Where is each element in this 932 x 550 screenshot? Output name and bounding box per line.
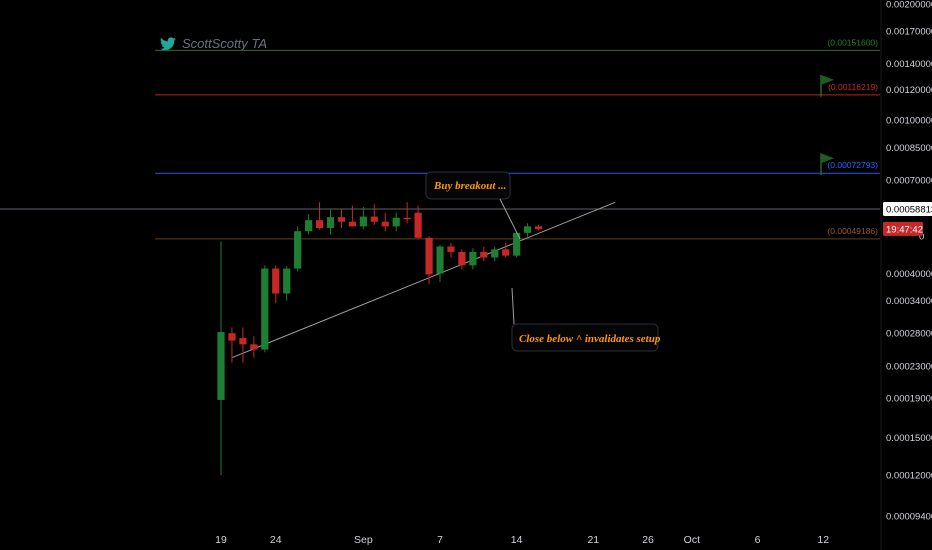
time-tick-label: 12	[817, 534, 829, 546]
candle-body	[250, 344, 258, 350]
price-tick-label: 0.00028000	[886, 329, 932, 340]
candle-body	[305, 220, 313, 232]
candle-body	[337, 217, 346, 222]
candle-body	[272, 268, 280, 294]
time-tick-label: 21	[587, 534, 599, 546]
candle-body	[381, 221, 389, 227]
candle-body	[469, 251, 477, 266]
note-box	[425, 171, 511, 200]
trendline-layer	[231, 201, 616, 359]
price-tag-label: 19:47:42	[886, 224, 923, 235]
level-label: (0.00151600)	[827, 37, 878, 47]
candle-body	[513, 232, 521, 256]
level-label: (0.00072793)	[827, 160, 878, 170]
candle-body	[425, 237, 433, 275]
price-tag-label: 0.00058813	[886, 204, 932, 215]
candle-body	[294, 231, 302, 269]
price-tick-label: 0.00120000	[886, 85, 932, 96]
note-pointer	[511, 287, 515, 325]
note-invalidation: Close below ^ invalidates setup	[519, 333, 661, 345]
ascending-trendline	[231, 201, 616, 359]
price-tick-label: 0.00009400	[886, 512, 932, 523]
price-tick-label: 0.00100000	[886, 116, 932, 127]
candle-body	[403, 217, 411, 220]
price-tick-label: 0.00040000	[886, 269, 932, 280]
price-tick-label: 0.00034000	[886, 296, 932, 307]
price-tick-label: 0.00200000	[886, 0, 932, 11]
time-tick-label: 26	[642, 534, 654, 546]
flag-icon	[821, 74, 834, 85]
price-tick-label: 0.00023000	[886, 362, 932, 373]
note-box	[511, 323, 659, 352]
time-tick-label: 14	[511, 534, 523, 546]
price-tick-label: 0.00070000	[886, 175, 932, 186]
candle-body	[326, 217, 335, 228]
brand-name: ScottScotty TA	[182, 36, 268, 51]
candle-body	[217, 332, 225, 400]
time-tick-label: 6	[755, 534, 761, 546]
candle-body	[491, 249, 499, 258]
candle-body	[502, 249, 510, 256]
candle-body	[414, 212, 422, 238]
price-axis: 0.00200000 0.00170000 0.00140000 0.00120000…	[880, 0, 932, 550]
candle-body	[261, 268, 269, 350]
candle-body	[436, 246, 444, 274]
note-buy-breakout: Buy breakout ...	[433, 180, 506, 192]
candle-body	[534, 226, 543, 229]
candle-body	[228, 333, 236, 341]
time-tick-label: 7	[437, 534, 443, 546]
twitter-bird-icon	[160, 36, 176, 51]
time-tick-label: Sep	[354, 534, 373, 546]
note-pointer	[499, 198, 521, 240]
price-tick-label: 0.00015000	[886, 433, 932, 444]
price-tag	[883, 201, 932, 216]
candles	[217, 202, 543, 476]
candle-body	[359, 216, 367, 227]
time-axis: 19 24 Sep 7 14 21 26 Oct 6 12	[215, 534, 829, 546]
time-tick-label: Oct	[684, 534, 700, 546]
flag-icon	[821, 153, 834, 164]
candle-body	[348, 221, 356, 227]
price-tick-label: 0	[919, 232, 924, 243]
level-label: (0.00116219)	[828, 82, 878, 92]
price-tags: 0.00058813 19:47:42	[883, 201, 932, 236]
candle-body	[392, 217, 400, 227]
time-tick-label: 19	[215, 534, 227, 546]
annotations: Buy breakout ... Close below ^ invalidate…	[425, 171, 661, 352]
candle-body	[447, 246, 455, 252]
level-label: (0.00049186)	[827, 226, 878, 236]
price-tick-label: 0.00012000	[886, 471, 932, 482]
price-tick-label: 0.00140000	[886, 59, 932, 70]
candle-body	[458, 251, 466, 266]
brand-watermark: ScottScotty TA	[160, 36, 267, 51]
price-tick-label: 0.00019000	[886, 394, 932, 405]
time-tick-label: 24	[270, 534, 282, 546]
candle-body	[524, 226, 532, 233]
candle-body	[370, 216, 378, 222]
candle-body	[315, 220, 324, 228]
price-tick-label: 0.00170000	[886, 27, 932, 38]
level-lines: (0.00151600) (0.00116219) (0.00072793) (0.0…	[0, 37, 880, 240]
candle-body	[480, 251, 488, 258]
price-tag	[883, 221, 923, 236]
candle-body	[239, 338, 247, 345]
price-tick-label: 0.00085000	[886, 143, 932, 154]
candle-body	[283, 268, 291, 294]
